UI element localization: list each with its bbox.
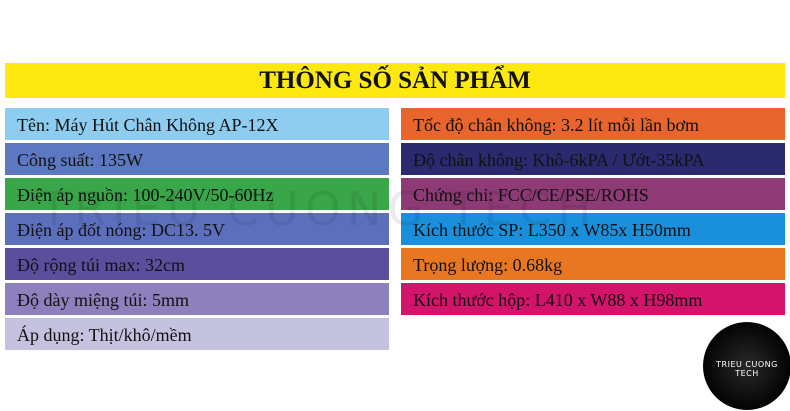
spec-row: Công suất: 135W [5, 143, 389, 175]
spec-row: Trọng lượng: 0.68kg [401, 248, 785, 280]
spec-row: Kích thước SP: L350 x W85x H50mm [401, 213, 785, 245]
spec-row: Độ rộng túi max: 32cm [5, 248, 389, 280]
spec-row: Áp dụng: Thịt/khô/mềm [5, 318, 389, 350]
title: THÔNG SỐ SẢN PHẨM [5, 63, 785, 98]
spec-row: Điện áp nguồn: 100-240V/50-60Hz [5, 178, 389, 210]
spec-row: Tên: Máy Hút Chân Không AP-12X [5, 108, 389, 140]
spec-row: Kích thước hộp: L410 x W88 x H98mm [401, 283, 785, 315]
spec-row: Tốc độ chân không: 3.2 lít mỗi lần bơm [401, 108, 785, 140]
spec-row: Độ chân không: Khô-6kPA / Ướt-35kPA [401, 143, 785, 175]
spec-row: Chứng chỉ: FCC/CE/PSE/ROHS [401, 178, 785, 210]
spec-row: Điện áp đốt nóng: DC13. 5V [5, 213, 389, 245]
logo: TRIEU CUONG TECH [703, 322, 790, 410]
spec-row: Độ dày miệng túi: 5mm [5, 283, 389, 315]
logo-text: TRIEU CUONG TECH [716, 360, 778, 378]
